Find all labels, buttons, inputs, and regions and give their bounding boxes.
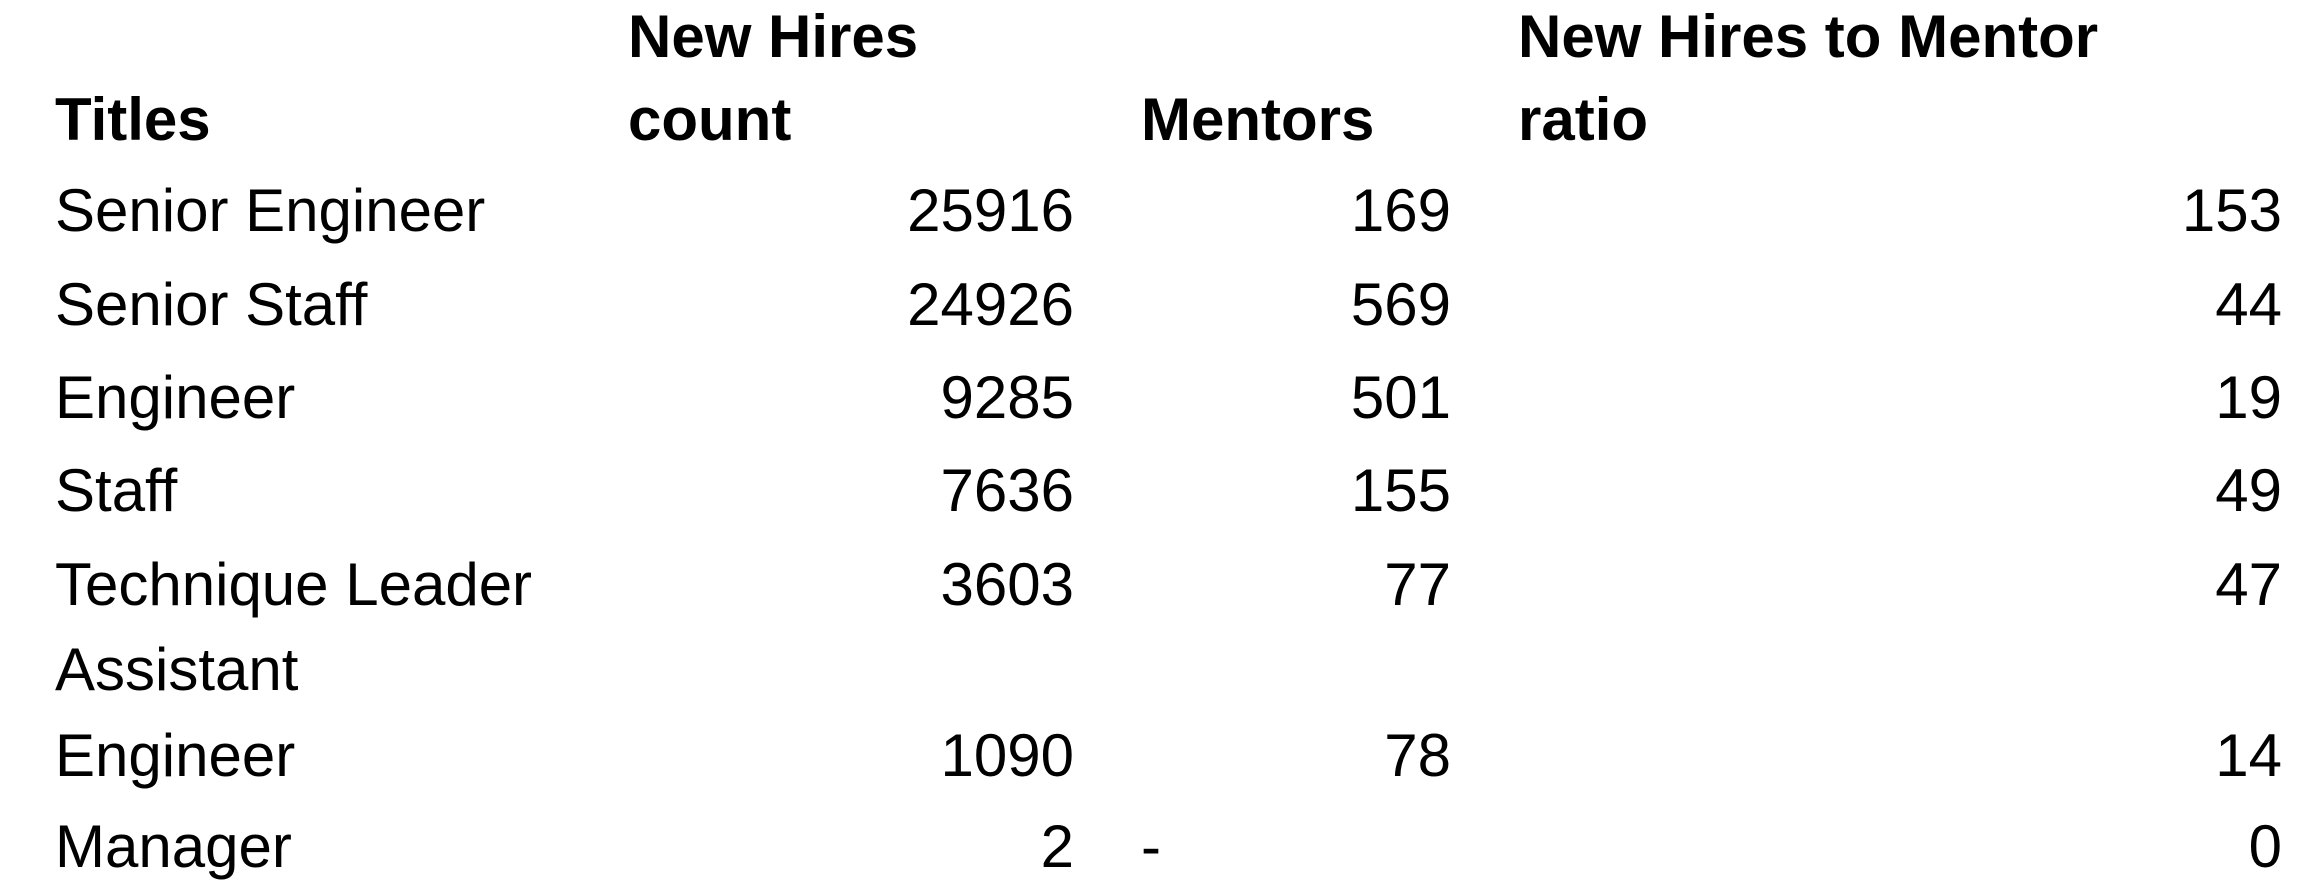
row-new-hires[interactable]: 25916 xyxy=(907,177,1074,244)
row-mentors[interactable]: 78 xyxy=(1384,722,1451,789)
row-mentors[interactable]: 77 xyxy=(1384,551,1451,618)
header-mentors[interactable]: Mentors xyxy=(1141,86,1375,153)
row-ratio[interactable]: 49 xyxy=(2215,457,2282,524)
row-mentors[interactable]: 501 xyxy=(1350,364,1451,431)
row-new-hires[interactable]: 2 xyxy=(1040,813,1074,880)
header-new-hires-line1[interactable]: New Hires xyxy=(628,3,919,70)
row-new-hires[interactable]: 1090 xyxy=(940,722,1074,789)
row-ratio[interactable]: 0 xyxy=(2248,813,2282,880)
header-ratio-line1[interactable]: New Hires to Mentor xyxy=(1518,3,2099,70)
header-new-hires-line2[interactable]: count xyxy=(628,86,792,153)
header-titles[interactable]: Titles xyxy=(55,86,211,153)
row-ratio[interactable]: 14 xyxy=(2215,722,2282,789)
row-new-hires[interactable]: 7636 xyxy=(940,457,1074,524)
row-ratio[interactable]: 153 xyxy=(2181,177,2282,244)
row-ratio[interactable]: 19 xyxy=(2215,364,2282,431)
row-mentors[interactable]: 169 xyxy=(1350,177,1451,244)
header-ratio-line2[interactable]: ratio xyxy=(1518,86,1649,153)
row-mentors[interactable]: - xyxy=(1141,813,1161,880)
row-title[interactable]: Technique Leader xyxy=(55,551,533,618)
row-ratio[interactable]: 44 xyxy=(2215,271,2282,338)
row-title[interactable]: Manager xyxy=(55,813,292,880)
row-mentors[interactable]: 155 xyxy=(1350,457,1451,524)
row-mentors[interactable]: 569 xyxy=(1350,271,1451,338)
row-title[interactable]: Senior Staff xyxy=(55,271,368,338)
row-ratio[interactable]: 47 xyxy=(2215,551,2282,618)
row-title-line2[interactable]: Engineer xyxy=(55,722,296,789)
row-title-line1[interactable]: Assistant xyxy=(55,636,299,703)
row-title[interactable]: Engineer xyxy=(55,364,296,431)
row-new-hires[interactable]: 24926 xyxy=(907,271,1074,338)
row-title[interactable]: Senior Engineer xyxy=(55,177,486,244)
row-new-hires[interactable]: 3603 xyxy=(940,551,1074,618)
row-title[interactable]: Staff xyxy=(55,457,178,524)
row-new-hires[interactable]: 9285 xyxy=(940,364,1074,431)
